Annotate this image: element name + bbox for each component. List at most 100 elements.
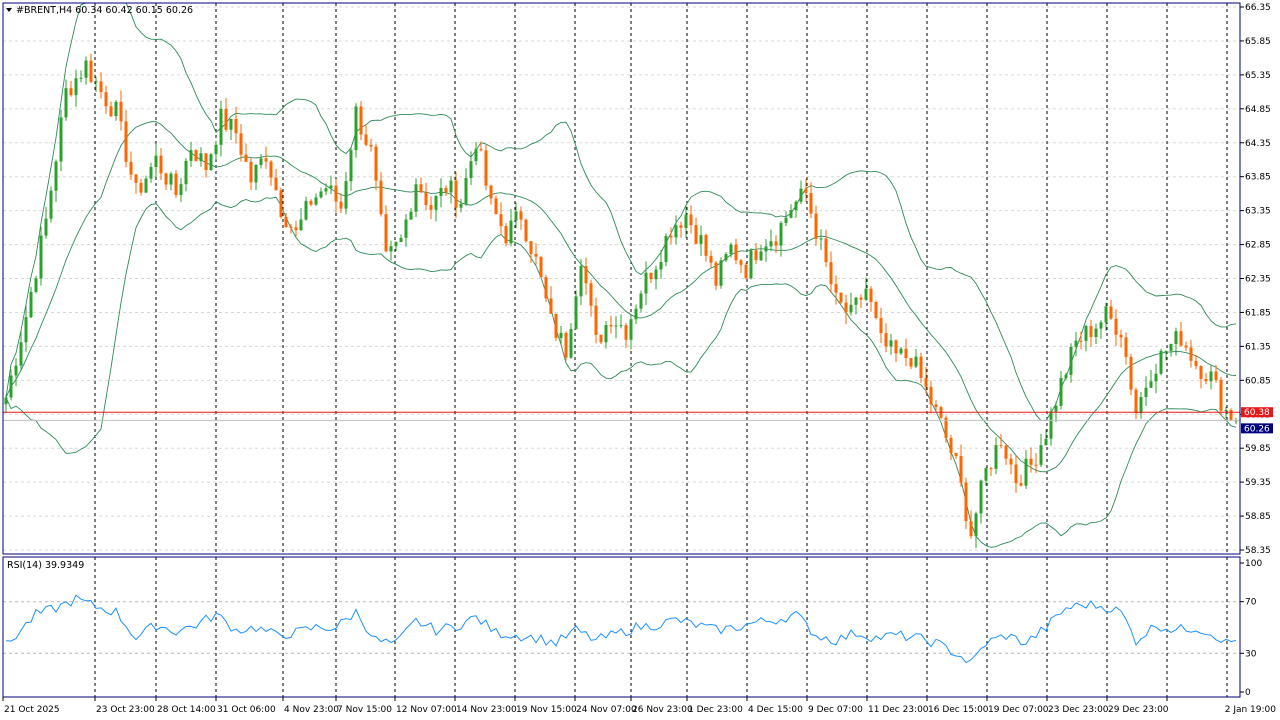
candle[interactable] — [454, 172, 458, 219]
candle[interactable] — [574, 290, 578, 330]
candle[interactable] — [754, 243, 758, 265]
candle[interactable] — [164, 172, 168, 191]
candle[interactable] — [794, 200, 798, 218]
candle[interactable] — [1024, 449, 1028, 489]
candle[interactable] — [1059, 371, 1063, 410]
candle[interactable] — [254, 164, 258, 191]
candle[interactable] — [949, 434, 953, 461]
candle[interactable] — [289, 223, 293, 234]
candle[interactable] — [1119, 329, 1123, 348]
candle[interactable] — [379, 172, 383, 217]
candle[interactable] — [1159, 348, 1163, 376]
candle[interactable] — [24, 305, 28, 353]
candle[interactable] — [224, 98, 228, 132]
candle[interactable] — [584, 257, 588, 295]
candle[interactable] — [1189, 339, 1193, 368]
candle[interactable] — [434, 195, 438, 222]
candle[interactable] — [279, 187, 283, 219]
candle[interactable] — [89, 53, 93, 84]
candle[interactable] — [569, 323, 573, 359]
candle[interactable] — [559, 325, 563, 346]
candle[interactable] — [879, 307, 883, 344]
candle[interactable] — [419, 177, 423, 193]
candle[interactable] — [869, 286, 873, 312]
candle[interactable] — [974, 511, 978, 549]
candle[interactable] — [444, 185, 448, 197]
candle[interactable] — [469, 151, 473, 186]
candle[interactable] — [309, 199, 313, 207]
candle[interactable] — [449, 175, 453, 204]
candle[interactable] — [414, 178, 418, 218]
candle[interactable] — [99, 72, 103, 99]
candle[interactable] — [1004, 443, 1008, 465]
candle[interactable] — [629, 315, 633, 350]
candle[interactable] — [259, 153, 263, 169]
candle[interactable] — [784, 211, 788, 226]
candle[interactable] — [369, 138, 373, 152]
candle[interactable] — [734, 238, 738, 265]
candle[interactable] — [1109, 299, 1113, 320]
candle[interactable] — [989, 466, 993, 476]
candle[interactable] — [964, 477, 968, 530]
candle[interactable] — [274, 168, 278, 191]
candle[interactable] — [1214, 364, 1218, 383]
candle[interactable] — [889, 333, 893, 355]
candle[interactable] — [1074, 331, 1078, 357]
candle[interactable] — [1099, 320, 1103, 339]
candle[interactable] — [404, 214, 408, 247]
candle[interactable] — [424, 182, 428, 211]
candle[interactable] — [1104, 302, 1108, 331]
candle[interactable] — [834, 275, 838, 305]
candle[interactable] — [1229, 408, 1233, 422]
candle[interactable] — [79, 70, 83, 83]
candle[interactable] — [909, 357, 913, 370]
candle[interactable] — [1144, 376, 1148, 407]
candle[interactable] — [314, 193, 318, 206]
candle[interactable] — [234, 106, 238, 144]
candle[interactable] — [1179, 321, 1183, 347]
candle[interactable] — [644, 261, 648, 306]
candle[interactable] — [1014, 455, 1018, 493]
candle[interactable] — [1034, 452, 1038, 474]
candle[interactable] — [154, 143, 158, 177]
candle[interactable] — [804, 178, 808, 202]
candle[interactable] — [619, 314, 623, 329]
candle[interactable] — [504, 223, 508, 247]
candle[interactable] — [919, 352, 923, 384]
candle[interactable] — [429, 196, 433, 220]
candle[interactable] — [1149, 369, 1153, 389]
candle[interactable] — [689, 205, 693, 234]
candle[interactable] — [139, 178, 143, 196]
candle[interactable] — [204, 153, 208, 178]
candle[interactable] — [194, 149, 198, 162]
candle[interactable] — [189, 142, 193, 167]
candle[interactable] — [1029, 447, 1033, 473]
candle[interactable] — [1079, 331, 1083, 350]
candle[interactable] — [624, 323, 628, 348]
candle[interactable] — [554, 313, 558, 341]
candle[interactable] — [364, 123, 368, 147]
candle[interactable] — [824, 229, 828, 268]
candle[interactable] — [984, 467, 988, 486]
candle[interactable] — [999, 433, 1003, 448]
candle[interactable] — [199, 147, 203, 167]
candle[interactable] — [484, 144, 488, 191]
candle[interactable] — [464, 168, 468, 206]
candle[interactable] — [264, 146, 268, 169]
candle[interactable] — [934, 400, 938, 411]
candle[interactable] — [69, 80, 73, 97]
candle[interactable] — [409, 207, 413, 220]
candle[interactable] — [959, 444, 963, 487]
candle[interactable] — [1044, 429, 1048, 446]
candle[interactable] — [1204, 372, 1208, 385]
candle[interactable] — [329, 175, 333, 194]
candle[interactable] — [799, 180, 803, 205]
candle[interactable] — [719, 257, 723, 289]
candle[interactable] — [384, 205, 388, 253]
candle[interactable] — [529, 240, 533, 264]
candle[interactable] — [1039, 433, 1043, 468]
candle[interactable] — [904, 338, 908, 367]
candle[interactable] — [1184, 341, 1188, 352]
candle[interactable] — [344, 172, 348, 215]
candle[interactable] — [299, 208, 303, 232]
